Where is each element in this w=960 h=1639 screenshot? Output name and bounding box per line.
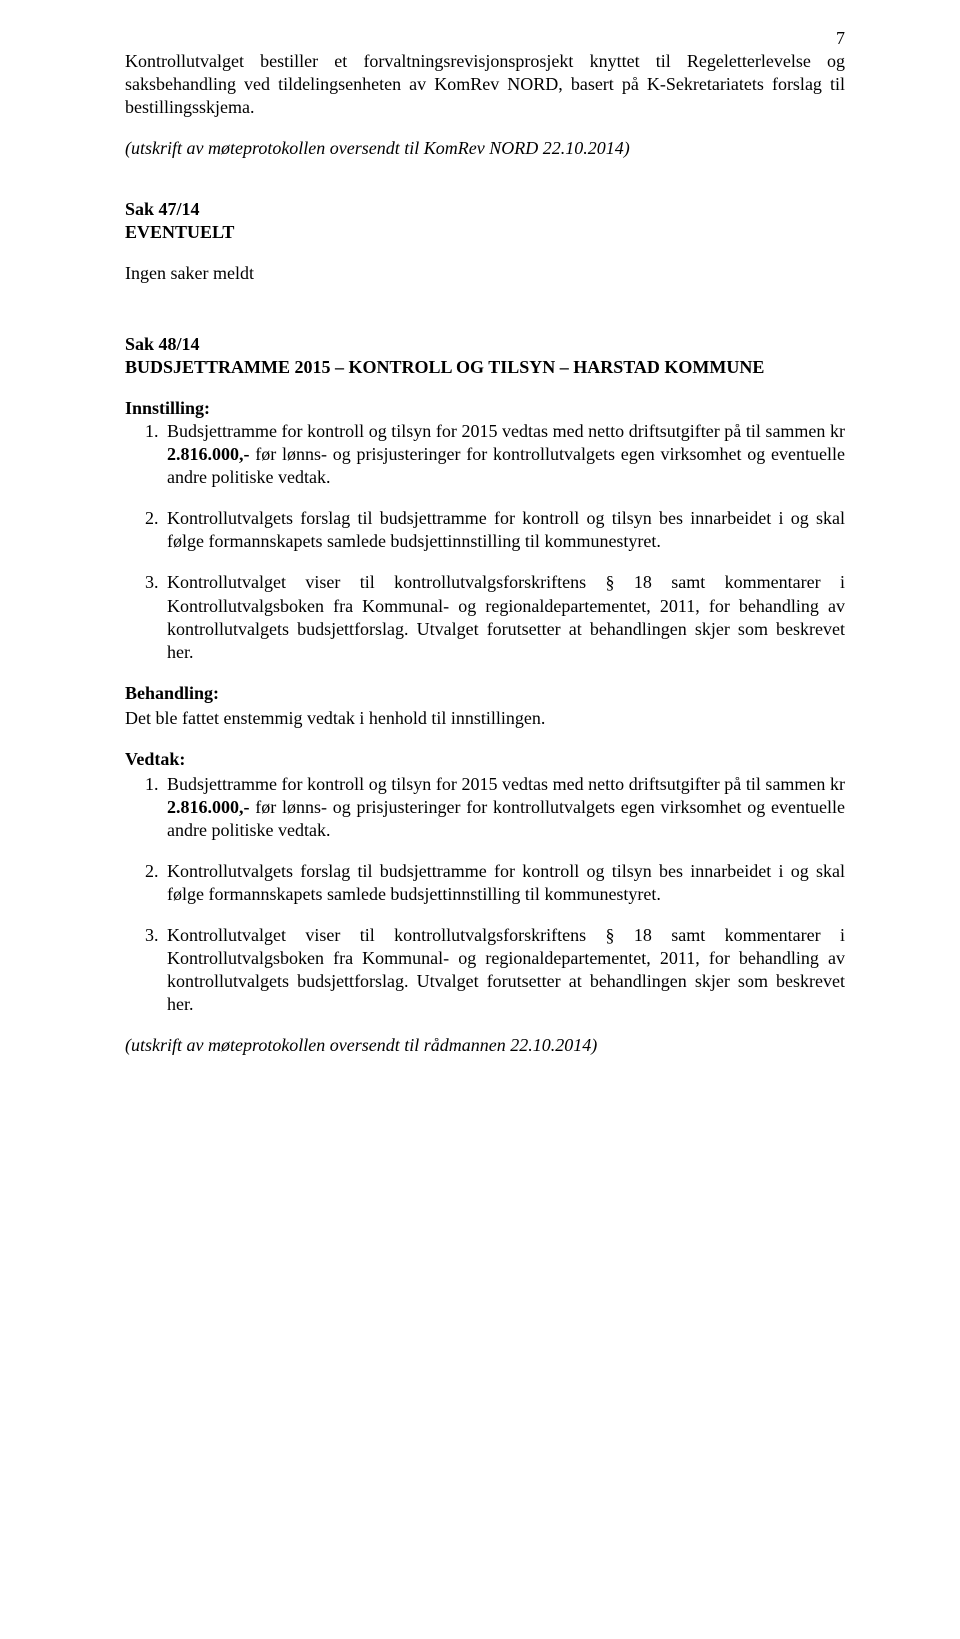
vedtak-list: Budsjettramme for kontroll og tilsyn for… [125,773,845,1016]
sak-47-title: EVENTUELT [125,221,845,244]
sak-48-block: Sak 48/14 BUDSJETTRAMME 2015 – KONTROLL … [125,333,845,1016]
intro-paragraph: Kontrollutvalget bestiller et forvaltnin… [125,50,845,119]
sak-47-block: Sak 47/14 EVENTUELT Ingen saker meldt [125,198,845,285]
sak-48-title: BUDSJETTRAMME 2015 – KONTROLL OG TILSYN … [125,356,845,379]
item1-text-b: før lønns- og prisjusteringer for kontro… [167,797,845,840]
utskrift-note-2: (utskrift av møteprotokollen oversendt t… [125,1034,845,1057]
sak-47-body: Ingen saker meldt [125,262,845,285]
innstilling-label: Innstilling: [125,397,845,420]
item1-text-b: før lønns- og prisjusteringer for kontro… [167,444,845,487]
list-item: Budsjettramme for kontroll og tilsyn for… [163,773,845,842]
item1-text-a: Budsjettramme for kontroll og tilsyn for… [167,774,845,794]
list-item: Kontrollutvalget viser til kontrollutval… [163,924,845,1016]
behandling-text: Det ble fattet enstemmig vedtak i henhol… [125,707,845,730]
document-page: 7 Kontrollutvalget bestiller et forvaltn… [0,0,960,1639]
behandling-label: Behandling: [125,682,845,705]
item1-bold: 2.816.000,- [167,444,250,464]
utskrift-note-1: (utskrift av møteprotokollen oversendt t… [125,137,845,160]
list-item: Kontrollutvalget viser til kontrollutval… [163,571,845,663]
vedtak-label: Vedtak: [125,748,845,771]
item1-bold: 2.816.000,- [167,797,250,817]
page-number: 7 [836,28,845,49]
item1-text-a: Budsjettramme for kontroll og tilsyn for… [167,421,845,441]
sak-47-number: Sak 47/14 [125,198,845,221]
list-item: Kontrollutvalgets forslag til budsjettra… [163,507,845,553]
list-item: Kontrollutvalgets forslag til budsjettra… [163,860,845,906]
innstilling-list: Budsjettramme for kontroll og tilsyn for… [125,420,845,663]
list-item: Budsjettramme for kontroll og tilsyn for… [163,420,845,489]
sak-48-number: Sak 48/14 [125,333,845,356]
